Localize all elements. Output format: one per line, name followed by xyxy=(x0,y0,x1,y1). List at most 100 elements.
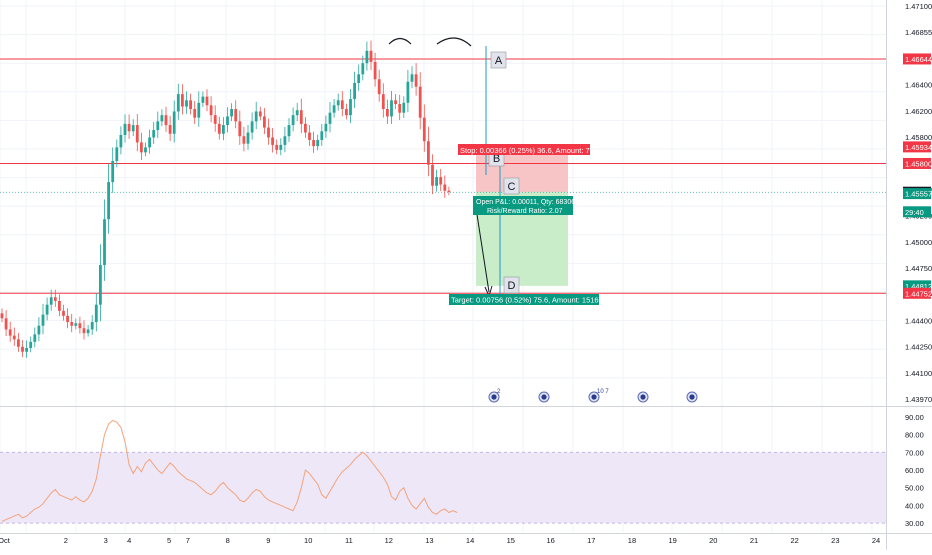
candle-body xyxy=(115,147,119,162)
position-tool[interactable] xyxy=(476,146,568,286)
candle-body xyxy=(213,115,217,124)
candle-body xyxy=(0,313,4,319)
candle xyxy=(258,106,262,121)
candle xyxy=(295,102,299,122)
candle xyxy=(58,294,61,317)
price-tag-bg xyxy=(903,287,931,299)
point-label-box xyxy=(490,51,507,69)
candle xyxy=(414,63,418,96)
candle xyxy=(406,70,410,113)
point-label-box xyxy=(503,177,520,195)
candle-body xyxy=(41,314,45,326)
candle-body xyxy=(336,100,340,106)
candle-body xyxy=(119,135,123,148)
candle-body xyxy=(152,130,156,138)
candle-body xyxy=(353,82,356,100)
candle-body xyxy=(402,102,406,113)
candle xyxy=(439,168,443,192)
candle-body xyxy=(357,74,361,83)
candle xyxy=(402,96,406,118)
candle xyxy=(99,244,102,322)
candle xyxy=(29,336,33,353)
candle xyxy=(164,106,168,132)
price-tag[interactable]: 1.45557 xyxy=(903,188,932,200)
event-icon[interactable] xyxy=(686,391,698,403)
candle-body xyxy=(99,265,102,305)
candle-body xyxy=(172,111,176,134)
event-icon[interactable] xyxy=(538,391,550,403)
time-tick-label: 10 xyxy=(304,536,312,545)
candle-body xyxy=(299,110,303,124)
candle-body xyxy=(140,142,143,153)
candle xyxy=(33,327,37,348)
candle xyxy=(447,186,451,196)
candle xyxy=(209,96,213,123)
event-icon[interactable]: 2 xyxy=(488,389,501,403)
candle xyxy=(131,119,135,136)
time-tick-label: 20 xyxy=(709,536,717,545)
candle xyxy=(135,114,139,152)
candle-body xyxy=(361,63,365,75)
price-tick-label: 1.46200 xyxy=(905,107,932,116)
top-arc-2[interactable] xyxy=(436,37,472,47)
price-axis[interactable]: 1.471001.468551.466001.464001.462001.458… xyxy=(903,2,932,528)
price-tick-label: 1.45000 xyxy=(905,238,932,247)
point-label-a[interactable]: A xyxy=(490,51,507,69)
candle-body xyxy=(160,115,164,122)
candle xyxy=(8,321,12,342)
point-label-box xyxy=(503,276,520,294)
event-icon[interactable] xyxy=(637,391,649,403)
candle-body xyxy=(349,99,352,116)
point-label-d[interactable]: D xyxy=(503,276,520,294)
candle xyxy=(332,98,336,118)
rsi-pane[interactable] xyxy=(0,419,886,524)
time-axis[interactable]: Oct 2 3 4 5 7 8 9 10 11 12 13 14 15 16 17 18 19 20 21 22 23 24 xyxy=(0,536,880,545)
candle xyxy=(111,147,115,193)
candle xyxy=(66,308,69,329)
time-tick-label: 13 xyxy=(425,536,433,545)
candle-body xyxy=(135,125,139,143)
price-tag[interactable]: 1.45934 xyxy=(903,141,932,153)
point-label-c[interactable]: C xyxy=(503,177,520,195)
price-pane[interactable] xyxy=(0,0,886,405)
time-tick-label: 18 xyxy=(628,536,636,545)
price-tag[interactable]: 1.44812 xyxy=(903,280,932,292)
price-tag[interactable]: 29:40 xyxy=(903,206,931,218)
price-tag[interactable]: 1.46644 xyxy=(903,53,932,65)
price-tag-text: 1.45934 xyxy=(905,143,932,152)
candle-body xyxy=(156,121,160,131)
price-tick-label: 1.44100 xyxy=(905,369,932,378)
candle-body xyxy=(45,304,49,315)
point-label-text: B xyxy=(493,153,500,165)
candle xyxy=(353,71,356,109)
candle xyxy=(340,91,344,117)
time-tick-label: 4 xyxy=(127,536,131,545)
candle-body xyxy=(21,346,24,352)
candle-body xyxy=(394,100,397,105)
candle xyxy=(398,94,402,121)
event-count: 10 7 xyxy=(597,389,609,395)
event-icons[interactable]: 2 10 7 xyxy=(488,389,698,403)
horizontal-levels[interactable] xyxy=(0,58,886,294)
candle xyxy=(181,84,184,115)
candle-body xyxy=(111,161,115,183)
candle-body xyxy=(246,132,250,144)
time-tick-label: 12 xyxy=(385,536,393,545)
price-tag[interactable]: 1.44752 xyxy=(903,287,932,299)
time-tick-label: 3 xyxy=(104,536,108,545)
candle-body xyxy=(267,127,270,138)
candle xyxy=(320,123,324,146)
price-tag[interactable]: 1.45800 xyxy=(903,157,932,169)
candle xyxy=(308,124,311,146)
candle-body xyxy=(217,123,221,134)
top-arc-1[interactable] xyxy=(388,37,412,45)
candle-body xyxy=(427,141,430,165)
candle-body xyxy=(316,139,320,147)
candle xyxy=(357,64,361,91)
candle-body xyxy=(332,105,336,113)
candle-body xyxy=(107,182,110,220)
event-icon[interactable]: 10 7 xyxy=(588,389,609,403)
rsi-tick-label: 90.00 xyxy=(905,413,924,422)
